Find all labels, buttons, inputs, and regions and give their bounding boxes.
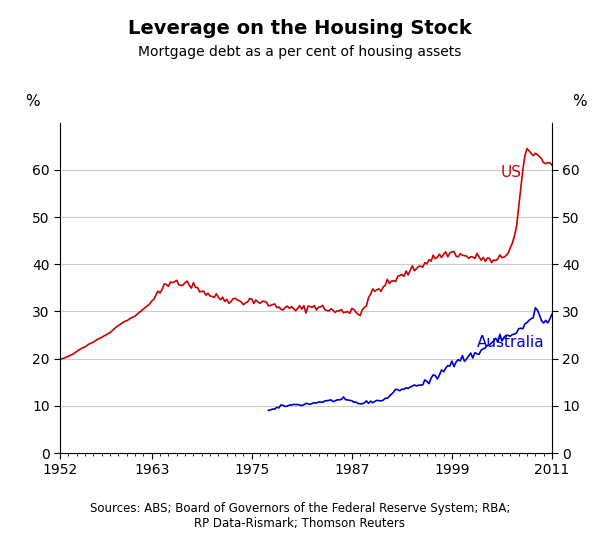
Text: Australia: Australia [477,335,545,350]
Text: %: % [26,94,40,109]
Text: Sources: ABS; Board of Governors of the Federal Reserve System; RBA;
RP Data-Ris: Sources: ABS; Board of Governors of the … [90,502,510,530]
Text: US: US [500,165,521,180]
Text: Mortgage debt as a per cent of housing assets: Mortgage debt as a per cent of housing a… [139,45,461,59]
Text: Leverage on the Housing Stock: Leverage on the Housing Stock [128,19,472,38]
Text: %: % [572,94,586,109]
